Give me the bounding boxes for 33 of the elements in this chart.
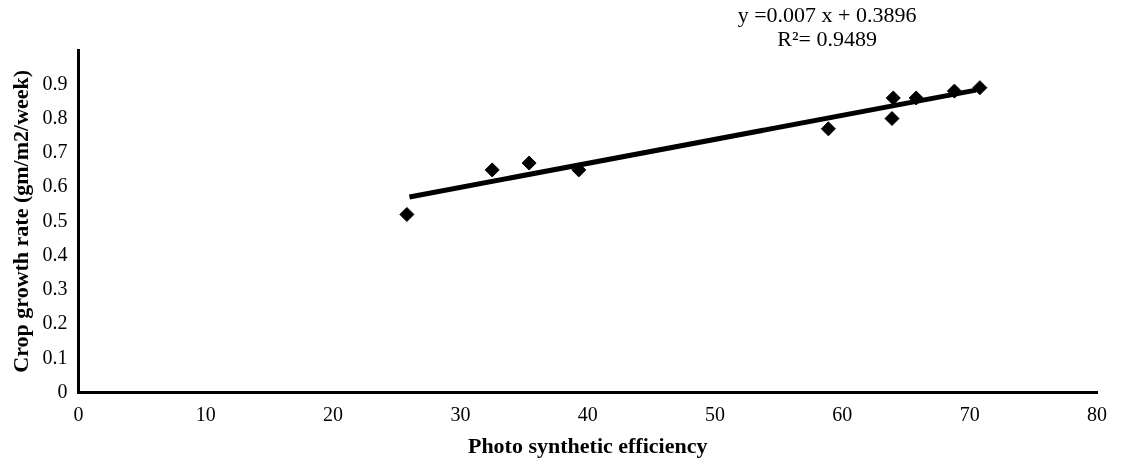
y-axis-title: Crop growth rate (gm/m2/week) [7,69,33,373]
y-tick-label: 0.3 [42,277,68,300]
point [521,155,537,171]
point [820,121,836,137]
point [884,111,900,127]
x-tick-label: 0 [73,402,84,425]
y-tick-label: 0.2 [42,311,68,334]
y-tick-label: 0.9 [42,71,68,94]
point [571,162,587,178]
x-tick-label: 60 [832,402,853,425]
x-tick-label: 50 [705,402,726,425]
annotation: R²= 0.9489 [777,25,877,51]
y-tick-label: 0.7 [42,140,68,163]
point [972,80,988,96]
y-tick-label: 0 [57,379,68,402]
point [946,83,962,99]
y-tick-label: 0.5 [42,208,68,231]
point [399,206,415,222]
x-axis-title: Photo synthetic efficiency [467,433,708,459]
point [885,90,901,106]
y-tick-label: 0.8 [42,105,68,128]
x-tick-label: 40 [577,402,598,425]
point [908,90,924,106]
y-tick-label: 0.1 [42,345,68,368]
x-tick-label: 10 [195,402,216,425]
y-tick-label: 0.6 [42,174,68,197]
x-tick-label: 80 [1087,402,1107,425]
x-tick-label: 30 [450,402,471,425]
point [484,162,500,178]
y-tick-label: 0.4 [42,242,68,265]
text: y =0.007 x + 0.3896 [737,1,917,27]
x-tick-label: 20 [323,402,344,425]
x-tick-label: 70 [959,402,980,425]
